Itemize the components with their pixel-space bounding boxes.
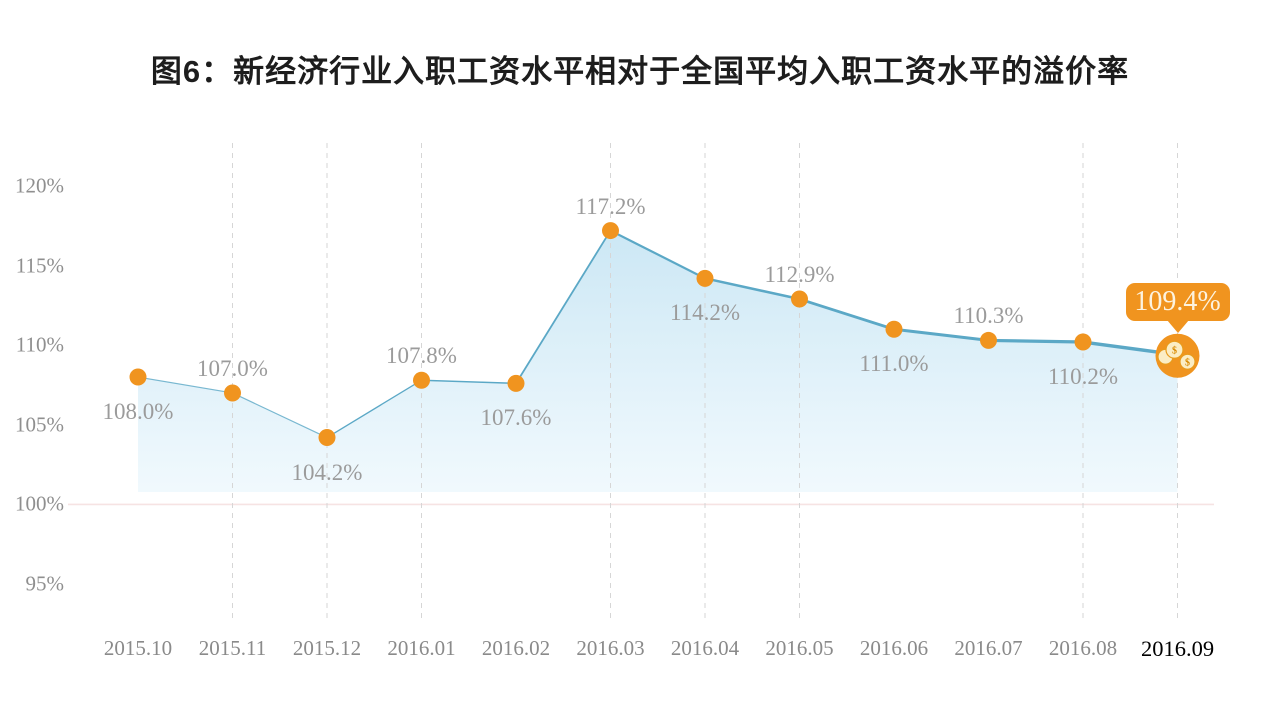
x-axis-label: 2016.07: [954, 636, 1023, 660]
data-point-label: 111.0%: [859, 351, 929, 377]
y-axis-label: 100%: [15, 491, 64, 516]
data-point-marker: [602, 222, 619, 240]
chart-title: 图6：新经济行业入职工资水平相对于全国平均入职工资水平的溢价率: [150, 54, 1130, 89]
y-axis-label: 105%: [15, 412, 64, 437]
callout-arrow-icon: [1166, 319, 1189, 333]
x-axis-label: 2016.05: [765, 636, 834, 660]
trend-line-segment: [137, 376, 234, 394]
trend-line-segment: [420, 379, 517, 385]
coin-icon: [1165, 340, 1184, 359]
data-point-label: 107.0%: [197, 355, 268, 381]
data-point-label: 117.2%: [575, 193, 646, 219]
data-point-marker: [224, 384, 241, 402]
data-point-marker: [413, 371, 430, 389]
coin-dollar-glyph: $: [1172, 345, 1177, 356]
coin-dollar-glyph: $: [1185, 357, 1190, 368]
x-axis-label: 2016.02: [481, 636, 551, 660]
trend-line-segment: [609, 229, 707, 280]
callout-bubble: 109.4%: [1125, 282, 1230, 321]
y-axis-label: 120%: [15, 173, 64, 198]
trend-line-segment: [892, 327, 990, 342]
trend-line-segment: [515, 229, 612, 385]
area-fill: [138, 230, 1178, 492]
data-point-label: 112.9%: [764, 262, 835, 288]
x-axis-label: 2016.08: [1048, 636, 1118, 660]
data-point-marker: [791, 290, 808, 308]
data-point-marker: [885, 320, 903, 338]
x-axis-label: 2016.01: [387, 636, 456, 660]
trend-line-segment: [986, 338, 1085, 344]
trend-line-segment: [798, 297, 896, 331]
data-point-marker: [1074, 333, 1092, 351]
data-point-marker: [507, 374, 525, 392]
x-axis-label: 2016.03: [576, 636, 645, 660]
data-point-label: 107.6%: [480, 405, 552, 431]
data-point-label: 107.8%: [386, 343, 457, 369]
trend-line-segment: [231, 392, 328, 439]
x-axis-label: 2016.06: [859, 636, 929, 660]
trend-line-segment: [703, 277, 801, 301]
data-point-marker: [318, 429, 336, 447]
x-axis-label-current: 2016.09: [1140, 636, 1215, 661]
trend-line-segment: [326, 379, 423, 439]
data-point-label: 110.3%: [953, 303, 1024, 329]
data-point-label: 104.2%: [291, 459, 363, 485]
data-point-label: 114.2%: [669, 300, 741, 326]
x-axis-label: 2015.10: [103, 636, 173, 660]
x-axis-label: 2015.12: [292, 636, 362, 660]
y-axis-label: 115%: [15, 253, 64, 278]
data-point-label: 110.2%: [1047, 364, 1119, 390]
data-point-marker: [696, 269, 714, 287]
y-axis-label: 95%: [25, 571, 65, 596]
callout-value: 109.4%: [1134, 285, 1221, 317]
data-point-marker: [129, 368, 147, 386]
x-axis-label: 2015.11: [198, 636, 267, 660]
data-point-label: 108.0%: [102, 399, 174, 425]
data-point-marker: [980, 331, 997, 349]
x-axis-label: 2016.04: [670, 636, 740, 660]
coin-icon: [1179, 353, 1196, 370]
y-axis-label: 110%: [15, 332, 64, 357]
